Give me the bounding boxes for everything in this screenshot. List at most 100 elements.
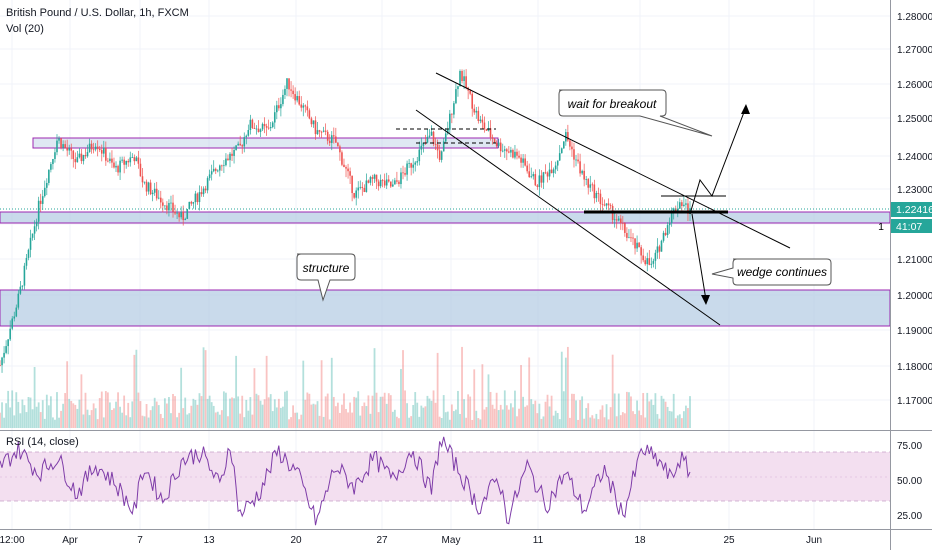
callout-structure[interactable]: structure bbox=[296, 253, 356, 302]
candle bbox=[21, 285, 24, 291]
volume-bar bbox=[3, 417, 5, 428]
candle bbox=[607, 198, 610, 211]
volume-bar bbox=[491, 404, 494, 428]
resistance-zone[interactable] bbox=[32, 137, 499, 149]
candle bbox=[624, 222, 626, 237]
candle bbox=[80, 149, 83, 164]
candle bbox=[440, 150, 443, 163]
candle bbox=[591, 182, 594, 192]
candle bbox=[5, 340, 7, 355]
rsi-axis[interactable]: 75.00 50.00 25.00 bbox=[897, 441, 922, 522]
volume-bar bbox=[666, 406, 669, 428]
rsi-indicator-label[interactable]: RSI (14, close) bbox=[6, 436, 79, 448]
candle bbox=[170, 195, 172, 212]
candle bbox=[516, 148, 518, 160]
volume-bar bbox=[341, 404, 343, 428]
candle bbox=[292, 85, 294, 99]
volume-bar bbox=[615, 416, 618, 428]
volume-bar bbox=[96, 419, 99, 428]
volume-bar bbox=[396, 416, 398, 428]
candle bbox=[510, 146, 512, 158]
volume-bar bbox=[68, 398, 71, 428]
volume-bar bbox=[312, 403, 315, 428]
candle bbox=[373, 173, 376, 184]
candle bbox=[119, 156, 121, 180]
wedge-upper-line[interactable] bbox=[435, 72, 791, 249]
time-axis[interactable]: 12:00 Apr 7 13 20 27 May 11 18 25 Jun bbox=[0, 535, 822, 546]
volume-bar bbox=[206, 398, 209, 428]
candle bbox=[353, 192, 355, 200]
candle bbox=[530, 167, 533, 179]
candle bbox=[603, 199, 606, 207]
volume-indicator-label[interactable]: Vol (20) bbox=[6, 23, 44, 35]
candle bbox=[617, 216, 620, 222]
candle bbox=[111, 150, 113, 168]
volume-bar bbox=[47, 405, 50, 428]
volume-bar bbox=[229, 398, 231, 428]
volume-bar bbox=[577, 419, 579, 428]
candle bbox=[601, 197, 604, 212]
support-zone[interactable] bbox=[0, 211, 891, 224]
candle bbox=[192, 201, 195, 209]
candle bbox=[330, 131, 333, 151]
candle bbox=[522, 153, 524, 168]
volume-bar bbox=[306, 392, 309, 428]
volume-bar bbox=[259, 400, 262, 428]
volume-bar bbox=[326, 393, 329, 428]
volume-bar bbox=[227, 416, 229, 428]
volume-bar bbox=[19, 413, 22, 428]
symbol-title[interactable]: British Pound / U.S. Dollar, 1h, FXCM bbox=[6, 7, 189, 19]
volume-bar bbox=[70, 400, 73, 428]
volume-bar bbox=[485, 407, 488, 428]
volume-bar bbox=[265, 355, 268, 428]
volume-bar bbox=[182, 408, 185, 428]
candle bbox=[420, 137, 423, 155]
volume-bar bbox=[621, 412, 624, 428]
volume-bar bbox=[279, 407, 282, 428]
candle bbox=[13, 311, 16, 322]
candle bbox=[70, 143, 73, 160]
volume-bar bbox=[385, 403, 388, 428]
candle bbox=[581, 169, 583, 175]
volume-bar bbox=[41, 400, 44, 428]
volume-bar bbox=[467, 394, 470, 428]
volume-bar bbox=[304, 399, 307, 428]
candle bbox=[638, 242, 640, 248]
price-tick-label: 1.24000 bbox=[897, 152, 932, 163]
candle bbox=[583, 163, 585, 187]
candle bbox=[681, 199, 683, 213]
volume-bar bbox=[579, 400, 581, 428]
candle bbox=[457, 85, 459, 97]
candle bbox=[491, 134, 494, 145]
candle bbox=[654, 249, 657, 270]
volume-bar bbox=[255, 393, 258, 428]
candle bbox=[223, 159, 225, 174]
candle bbox=[328, 134, 331, 147]
candle bbox=[66, 139, 68, 157]
volume-bar bbox=[257, 395, 260, 428]
volume-bar bbox=[465, 417, 468, 428]
volume-bar bbox=[117, 392, 119, 428]
volume-bar bbox=[662, 398, 665, 428]
candle bbox=[339, 144, 341, 161]
volume-bar bbox=[400, 368, 402, 428]
volume-bar bbox=[514, 390, 516, 428]
volume-bar bbox=[685, 405, 687, 428]
volume-bar bbox=[628, 392, 630, 428]
price-tick-label: 1.25000 bbox=[897, 114, 932, 125]
volume-bar bbox=[157, 405, 160, 428]
structure-zone[interactable] bbox=[0, 289, 891, 327]
volume-bar bbox=[290, 417, 292, 428]
candle bbox=[300, 96, 303, 112]
candle bbox=[302, 103, 305, 117]
candle bbox=[50, 162, 52, 173]
callout-breakout[interactable]: wait for breakout bbox=[558, 89, 713, 137]
candle bbox=[245, 134, 248, 145]
wedge-lower-line[interactable] bbox=[415, 109, 721, 326]
volume-bar bbox=[235, 355, 238, 428]
price-tick-label: 1.20000 bbox=[897, 291, 932, 302]
volume-bar bbox=[196, 404, 199, 428]
candle bbox=[398, 180, 400, 187]
callout-wedge[interactable]: wedge continues bbox=[711, 258, 832, 286]
